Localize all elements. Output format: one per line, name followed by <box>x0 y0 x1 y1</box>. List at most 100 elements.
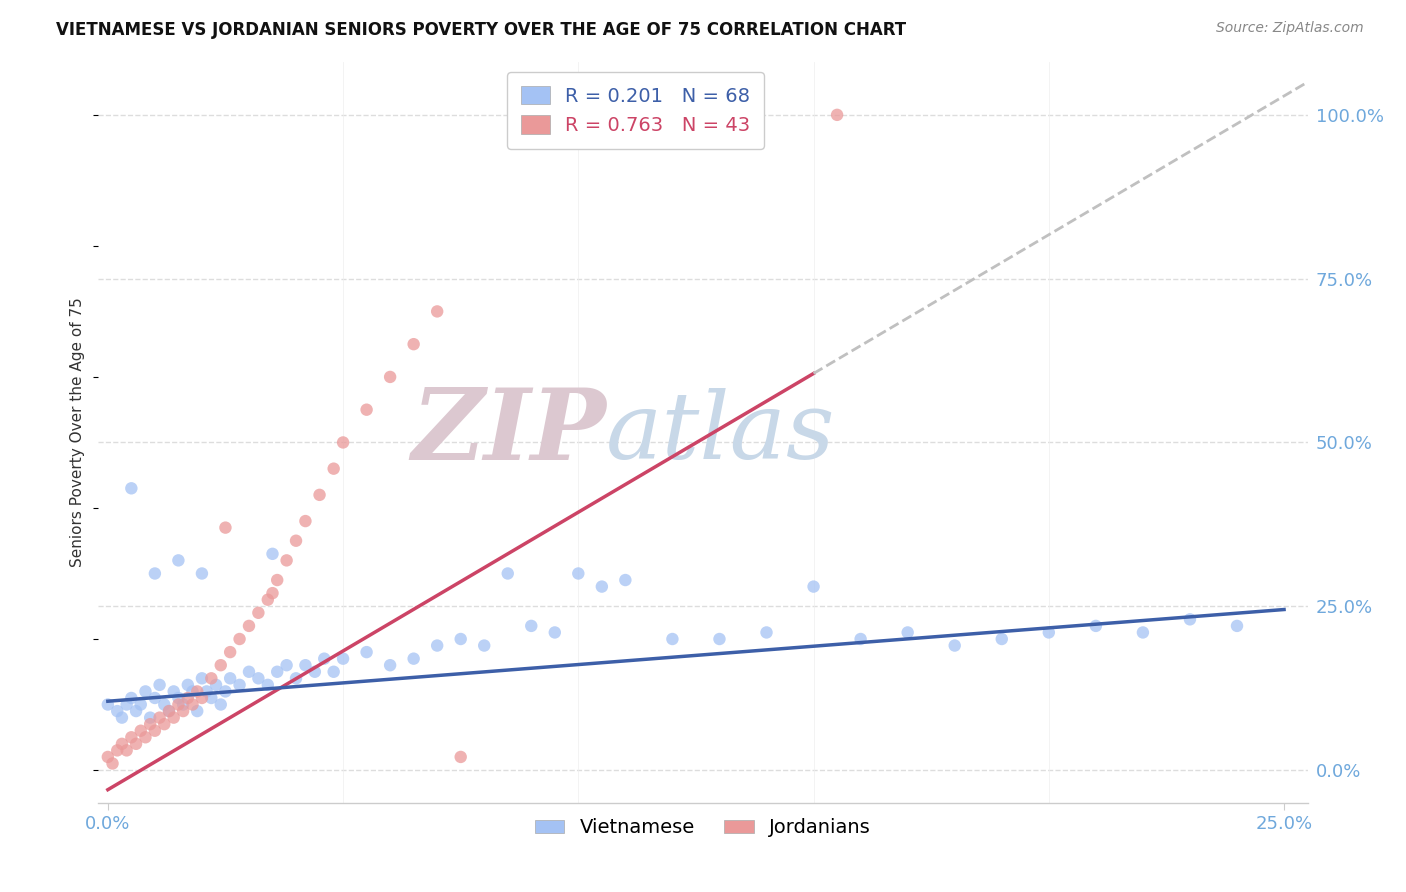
Point <box>356 402 378 417</box>
Point <box>214 684 236 698</box>
Point <box>167 690 190 705</box>
Point <box>209 658 232 673</box>
Point <box>238 665 260 679</box>
Point <box>426 304 449 318</box>
Point <box>219 645 242 659</box>
Point <box>238 619 260 633</box>
Text: ZIP: ZIP <box>412 384 606 481</box>
Point <box>191 671 214 685</box>
Point <box>209 698 232 712</box>
Point <box>426 639 449 653</box>
Point <box>247 606 270 620</box>
Point <box>143 566 166 581</box>
Point <box>304 665 326 679</box>
Point <box>614 573 637 587</box>
Point <box>120 481 142 495</box>
Point <box>1084 619 1107 633</box>
Point <box>314 651 336 665</box>
Point <box>181 698 204 712</box>
Point <box>1226 619 1249 633</box>
Point <box>177 678 200 692</box>
Legend: Vietnamese, Jordanians: Vietnamese, Jordanians <box>527 810 879 845</box>
Point <box>276 553 298 567</box>
Point <box>266 665 288 679</box>
Point <box>709 632 731 646</box>
Point <box>661 632 683 646</box>
Point <box>177 690 200 705</box>
Point <box>125 704 148 718</box>
Point <box>186 704 208 718</box>
Point <box>256 592 278 607</box>
Point <box>153 698 176 712</box>
Point <box>143 690 166 705</box>
Point <box>402 651 425 665</box>
Point <box>262 547 284 561</box>
Point <box>308 488 330 502</box>
Point <box>97 750 120 764</box>
Point <box>567 566 589 581</box>
Point <box>332 651 354 665</box>
Point <box>125 737 148 751</box>
Point <box>378 658 401 673</box>
Text: Source: ZipAtlas.com: Source: ZipAtlas.com <box>1216 21 1364 35</box>
Point <box>496 566 519 581</box>
Point <box>472 639 495 653</box>
Point <box>200 671 222 685</box>
Point <box>943 639 966 653</box>
Point <box>200 690 222 705</box>
Point <box>186 684 208 698</box>
Point <box>205 678 228 692</box>
Point <box>450 632 472 646</box>
Text: atlas: atlas <box>606 388 835 477</box>
Point <box>120 731 142 745</box>
Text: VIETNAMESE VS JORDANIAN SENIORS POVERTY OVER THE AGE OF 75 CORRELATION CHART: VIETNAMESE VS JORDANIAN SENIORS POVERTY … <box>56 21 907 38</box>
Point <box>153 717 176 731</box>
Point <box>191 566 214 581</box>
Point <box>157 704 180 718</box>
Point <box>195 684 218 698</box>
Point <box>172 698 194 712</box>
Point <box>803 580 825 594</box>
Point <box>322 665 344 679</box>
Point <box>285 671 308 685</box>
Point <box>332 435 354 450</box>
Point <box>120 690 142 705</box>
Point <box>143 723 166 738</box>
Point <box>163 711 186 725</box>
Point <box>276 658 298 673</box>
Point <box>139 711 162 725</box>
Point <box>228 678 250 692</box>
Point <box>115 698 138 712</box>
Point <box>105 743 128 757</box>
Point <box>167 698 190 712</box>
Point <box>134 731 156 745</box>
Point <box>111 711 134 725</box>
Y-axis label: Seniors Poverty Over the Age of 75: Seniors Poverty Over the Age of 75 <box>70 298 86 567</box>
Point <box>402 337 425 351</box>
Point <box>149 678 172 692</box>
Point <box>544 625 567 640</box>
Point <box>134 684 156 698</box>
Point <box>167 553 190 567</box>
Point <box>1178 612 1201 626</box>
Point <box>172 704 194 718</box>
Point <box>163 684 186 698</box>
Point <box>262 586 284 600</box>
Point <box>285 533 308 548</box>
Point <box>191 690 214 705</box>
Point <box>214 521 236 535</box>
Point <box>247 671 270 685</box>
Point <box>101 756 124 771</box>
Point <box>825 108 848 122</box>
Point <box>755 625 778 640</box>
Point <box>181 684 204 698</box>
Point <box>139 717 162 731</box>
Point <box>1132 625 1154 640</box>
Point <box>149 711 172 725</box>
Point <box>322 461 344 475</box>
Point <box>294 658 316 673</box>
Point <box>450 750 472 764</box>
Point <box>219 671 242 685</box>
Point <box>294 514 316 528</box>
Point <box>115 743 138 757</box>
